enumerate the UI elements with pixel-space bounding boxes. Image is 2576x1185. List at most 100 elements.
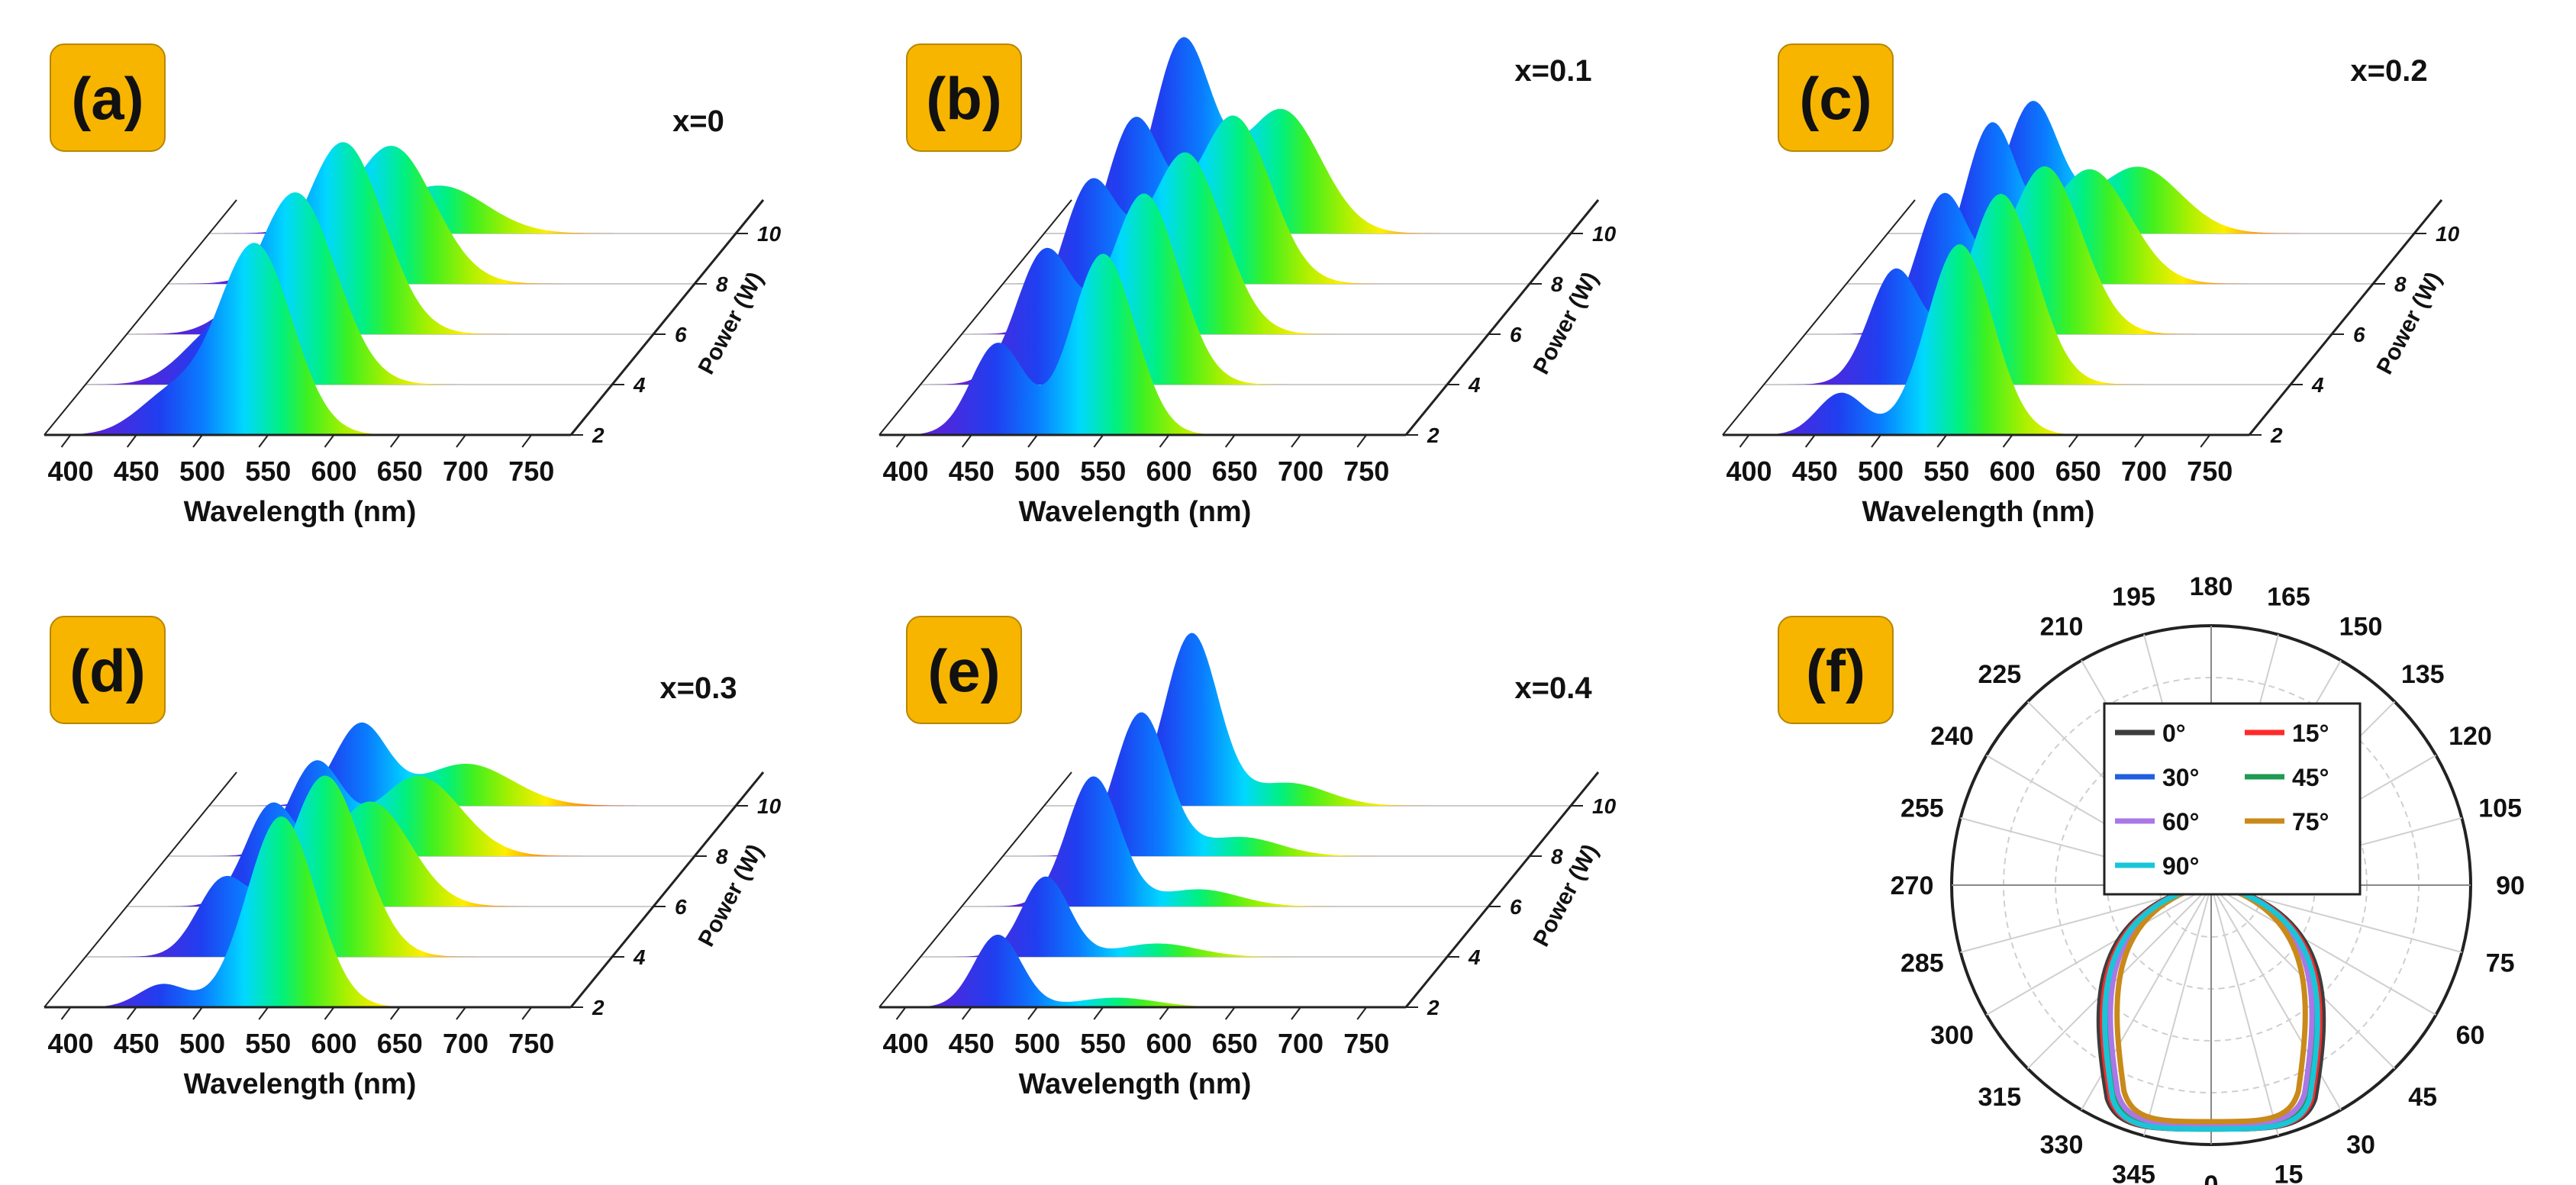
badge-box (50, 616, 166, 724)
composition-label: x=0.2 (2350, 54, 2427, 88)
composition-label: x=0.4 (1514, 671, 1592, 705)
power-tick-label: 8 (1551, 272, 1563, 296)
x-tick-label: 450 (949, 456, 995, 487)
x-tick (521, 1006, 533, 1020)
badge-box (906, 616, 1022, 724)
power-axis-line (569, 771, 765, 1008)
x-tick-label: 500 (1014, 1028, 1060, 1059)
angle-label: 0 (2204, 1171, 2219, 1185)
power-tick-label: 4 (1468, 945, 1481, 969)
left-depth-line (879, 199, 1072, 436)
power-tick-label: 6 (675, 895, 687, 919)
badge-label: (d) (69, 637, 146, 704)
x-tick (1159, 1006, 1170, 1020)
polar-spoke (2210, 884, 2279, 1136)
legend-label: 0° (2162, 720, 2186, 747)
x-tick-label: 500 (179, 456, 225, 487)
spectrum-2W (879, 253, 1406, 435)
x-tick (456, 1006, 466, 1020)
angle-label: 135 (2401, 660, 2445, 689)
power-tick-label: 10 (757, 794, 782, 818)
angle-label: 240 (1930, 722, 1974, 751)
power-tick-label: 8 (716, 845, 728, 868)
x-tick (258, 434, 269, 448)
spectrum-4W (920, 193, 1447, 385)
spectrum-8W (1003, 712, 1530, 856)
x-tick (1159, 434, 1170, 448)
x-tick-label: 700 (1278, 1028, 1323, 1059)
left-depth-line (44, 771, 237, 1008)
power-tick-label: 2 (1427, 423, 1440, 447)
x-axis-title: Wavelength (nm) (1019, 496, 1252, 528)
spectrum-10W (209, 722, 736, 806)
legend-label: 30° (2162, 764, 2199, 791)
power-tick-label: 10 (1592, 794, 1617, 818)
polar-curve-90deg (2102, 882, 2320, 1132)
power-axis-line (1404, 199, 1600, 436)
panel-badge: (c) (1778, 43, 1894, 152)
x-tick (2068, 434, 2079, 448)
composition-label: x=0.1 (1514, 54, 1591, 88)
badge-label: (f) (1806, 637, 1865, 704)
x-tick (324, 434, 335, 448)
angle-label: 60 (2456, 1021, 2485, 1050)
x-tick-label: 550 (245, 456, 291, 487)
x-tick (1291, 1006, 1301, 1020)
angle-label: 225 (1978, 660, 2021, 689)
angle-label: 15 (2275, 1161, 2304, 1185)
x-axis-title: Wavelength (nm) (184, 1068, 417, 1100)
x-tick-label: 600 (1146, 456, 1191, 487)
x-tick-label: 400 (47, 1028, 93, 1059)
x-tick (895, 1006, 907, 1020)
x-tick-label: 400 (882, 456, 928, 487)
angle-label: 330 (2040, 1130, 2084, 1159)
x-tick (1739, 434, 1750, 448)
power-tick-label: 2 (592, 423, 605, 447)
power-tick-label: 10 (757, 222, 782, 246)
spectrum-2W (1723, 244, 2249, 435)
spectrum-2W (44, 816, 571, 1007)
legend-label: 60° (2162, 808, 2199, 836)
legend-label: 45° (2292, 764, 2329, 791)
power-tick-label: 4 (633, 945, 646, 969)
polar-spoke (2143, 884, 2212, 1136)
x-tick-label: 600 (311, 1028, 356, 1059)
panel-e: 400 450 500 550 600 650 700 750 Wavelength (nm) 2… (879, 633, 1617, 1100)
x-tick-label: 550 (1080, 456, 1126, 487)
left-depth-line (1722, 199, 1916, 436)
x-tick (895, 434, 907, 448)
x-tick (1356, 434, 1368, 448)
badge-box (1778, 43, 1894, 152)
x-tick-label: 500 (179, 1028, 225, 1059)
x-tick-label: 750 (2187, 456, 2233, 487)
angle-label: 165 (2267, 582, 2310, 611)
x-tick-label: 550 (1923, 456, 1969, 487)
angle-label: 75 (2486, 948, 2515, 977)
power-tick-label: 6 (1510, 323, 1522, 346)
angle-label: 105 (2478, 794, 2522, 823)
power-tick-label: 10 (1592, 222, 1617, 246)
panel-badge: (a) (50, 43, 166, 152)
spectrum-4W (920, 876, 1447, 957)
panel-c: 400 450 500 550 600 650 700 750 Wavelength (nm) 2… (1722, 101, 2460, 528)
x-tick-label: 750 (1343, 456, 1389, 487)
x-tick-label: 400 (882, 1028, 928, 1059)
power-tick-label: 6 (2353, 323, 2365, 346)
x-tick-label: 650 (2055, 456, 2101, 487)
left-depth-line (879, 771, 1072, 1008)
angle-label: 180 (2190, 572, 2233, 601)
panel-f: 0 15 30 45 60 75 90 105 120 135 150 165 180 195 210 225… (1891, 572, 2525, 1185)
angle-label: 300 (1930, 1021, 1974, 1050)
x-tick (126, 434, 137, 448)
power-axis-line (1404, 771, 1600, 1008)
angle-label: 195 (2112, 582, 2155, 611)
x-tick (1027, 1006, 1038, 1020)
angle-label: 150 (2339, 613, 2383, 642)
badge-label: (c) (1799, 65, 1872, 132)
badge-label: (a) (71, 65, 143, 132)
power-tick-label: 6 (675, 323, 687, 346)
angle-label: 30 (2346, 1130, 2375, 1159)
power-tick-label: 2 (1427, 996, 1440, 1019)
x-tick-label: 650 (1212, 456, 1258, 487)
